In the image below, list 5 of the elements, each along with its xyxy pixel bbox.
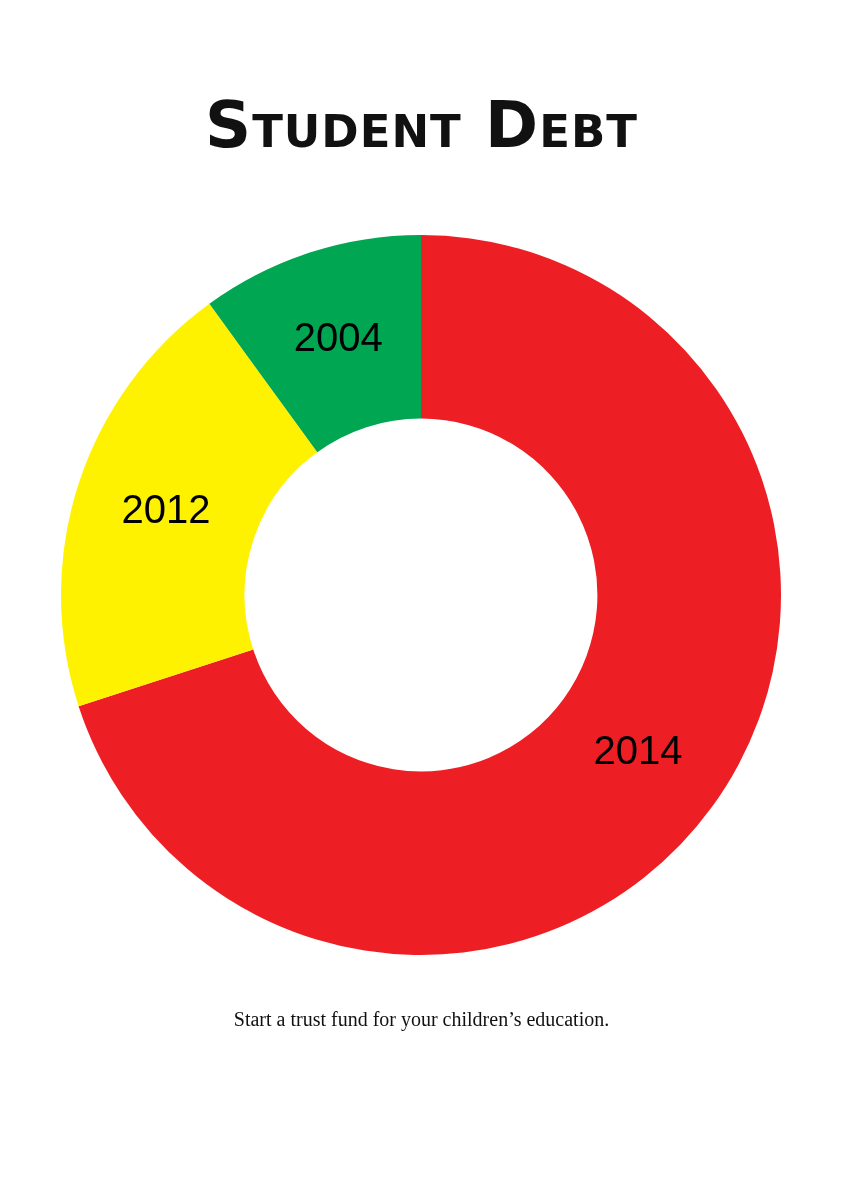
- text: Start a trust fund for your children’s education.: [232, 1008, 611, 1031]
- slice-label: 2014: [593, 727, 683, 772]
- slice-label: 2012: [121, 487, 211, 532]
- chart-title: Student Debt: [204, 88, 639, 162]
- slice-label: 2004: [293, 314, 383, 359]
